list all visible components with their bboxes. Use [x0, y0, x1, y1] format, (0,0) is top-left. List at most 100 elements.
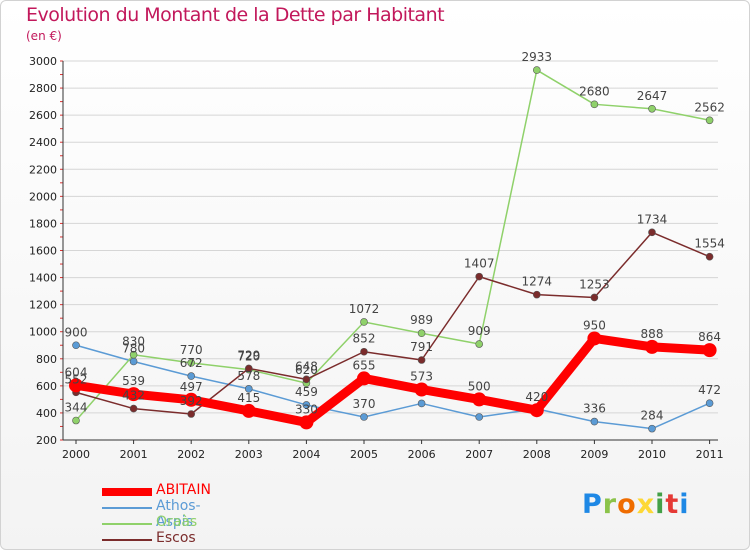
legend-label: Oraàs: [156, 514, 198, 530]
data-point: [705, 399, 714, 407]
legend-swatch: [102, 539, 152, 541]
logo-letter: t: [665, 489, 680, 520]
logo-letter: P: [582, 489, 603, 520]
data-point: [590, 417, 599, 426]
data-point: [475, 340, 484, 348]
data-label: 900: [65, 325, 88, 339]
y-tick-label: 2000: [29, 190, 57, 203]
data-label: 344: [65, 401, 88, 415]
data-point: [129, 350, 138, 359]
chart-subtitle: (en €): [26, 29, 62, 43]
y-tick-label: 2200: [29, 163, 57, 176]
chart-title: Evolution du Montant de la Dette par Hab…: [26, 4, 445, 26]
data-point: [532, 290, 541, 299]
data-label: 2933: [522, 50, 553, 64]
x-tick-label: 2011: [696, 448, 724, 461]
y-tick-label: 1000: [29, 326, 57, 339]
x-tick-label: 2007: [465, 448, 493, 461]
data-point: [360, 347, 368, 356]
data-label: 1407: [464, 257, 495, 271]
data-point: [702, 343, 717, 358]
x-tick-label: 2008: [523, 448, 551, 461]
data-label: 655: [353, 358, 376, 372]
data-point: [302, 401, 311, 409]
data-point: [414, 382, 429, 397]
y-tick-label: 400: [36, 407, 57, 420]
y-tick-label: 2800: [29, 82, 57, 95]
logo-letter: i: [655, 489, 666, 520]
data-point: [129, 357, 138, 366]
data-point: [360, 413, 368, 421]
data-point: [187, 410, 195, 418]
legend-swatch: [102, 523, 152, 525]
data-point: [360, 318, 368, 326]
x-tick-label: 2002: [177, 448, 205, 461]
x-tick-label: 2009: [580, 448, 608, 461]
data-point: [475, 413, 484, 421]
y-tick-label: 600: [36, 380, 57, 393]
data-label: 392: [180, 394, 203, 408]
data-label: 420: [525, 390, 548, 404]
data-point: [241, 403, 256, 418]
data-point: [126, 387, 141, 402]
data-label: 909: [468, 324, 491, 338]
data-label: 370: [353, 397, 376, 411]
x-tick-label: 2003: [235, 448, 263, 461]
data-point: [590, 100, 599, 109]
data-label: 459: [295, 385, 318, 399]
data-point: [475, 272, 484, 281]
x-tick-label: 2005: [350, 448, 378, 461]
data-label: 552: [65, 372, 88, 386]
data-label: 500: [468, 379, 491, 393]
data-label: 888: [641, 327, 664, 341]
y-tick-label: 200: [36, 434, 57, 447]
data-point: [417, 399, 426, 408]
legend-swatch: [102, 507, 152, 509]
y-tick-label: 1200: [29, 299, 57, 312]
legend-label: Athos-Aspis: [156, 498, 201, 530]
data-point: [69, 378, 83, 393]
series-line: [75, 69, 710, 422]
data-point: [357, 371, 371, 386]
logo-letter: r: [602, 489, 618, 520]
x-tick-label: 2000: [62, 448, 90, 461]
data-point: [187, 359, 195, 367]
legend-swatch: [102, 488, 152, 496]
data-label: 2562: [694, 100, 725, 114]
data-point: [648, 104, 656, 113]
data-point: [529, 403, 544, 418]
data-label: 864: [698, 330, 721, 344]
data-label: 672: [180, 356, 203, 370]
data-label: 950: [583, 318, 606, 332]
data-label: 432: [122, 389, 145, 403]
logo-letter: i: [679, 489, 690, 520]
data-point: [187, 372, 195, 380]
y-tick-label: 800: [36, 353, 57, 366]
y-tick-label: 2400: [29, 136, 57, 149]
data-label: 989: [410, 313, 433, 327]
data-label: 1734: [637, 212, 668, 226]
data-label: 2647: [637, 89, 668, 103]
y-tick-label: 2600: [29, 109, 57, 122]
data-label: 1274: [522, 275, 553, 289]
data-point: [648, 228, 656, 237]
data-label: 415: [237, 391, 260, 405]
data-label: 1253: [579, 277, 610, 291]
data-point: [417, 329, 426, 338]
data-point: [587, 331, 602, 346]
proxiti-logo: Proxiti: [582, 489, 690, 520]
data-label: 1072: [349, 302, 380, 316]
data-label: 497: [180, 380, 203, 394]
y-tick-label: 3000: [29, 55, 57, 68]
data-label: 830: [122, 335, 145, 349]
data-label: 573: [410, 370, 433, 384]
y-tick-label: 1800: [29, 217, 57, 230]
x-tick-label: 2010: [638, 448, 666, 461]
data-point: [245, 364, 253, 373]
data-point: [532, 66, 541, 74]
data-point: [417, 356, 426, 364]
y-tick-label: 1600: [29, 245, 57, 258]
data-point: [590, 293, 599, 302]
data-label: 284: [641, 409, 664, 423]
